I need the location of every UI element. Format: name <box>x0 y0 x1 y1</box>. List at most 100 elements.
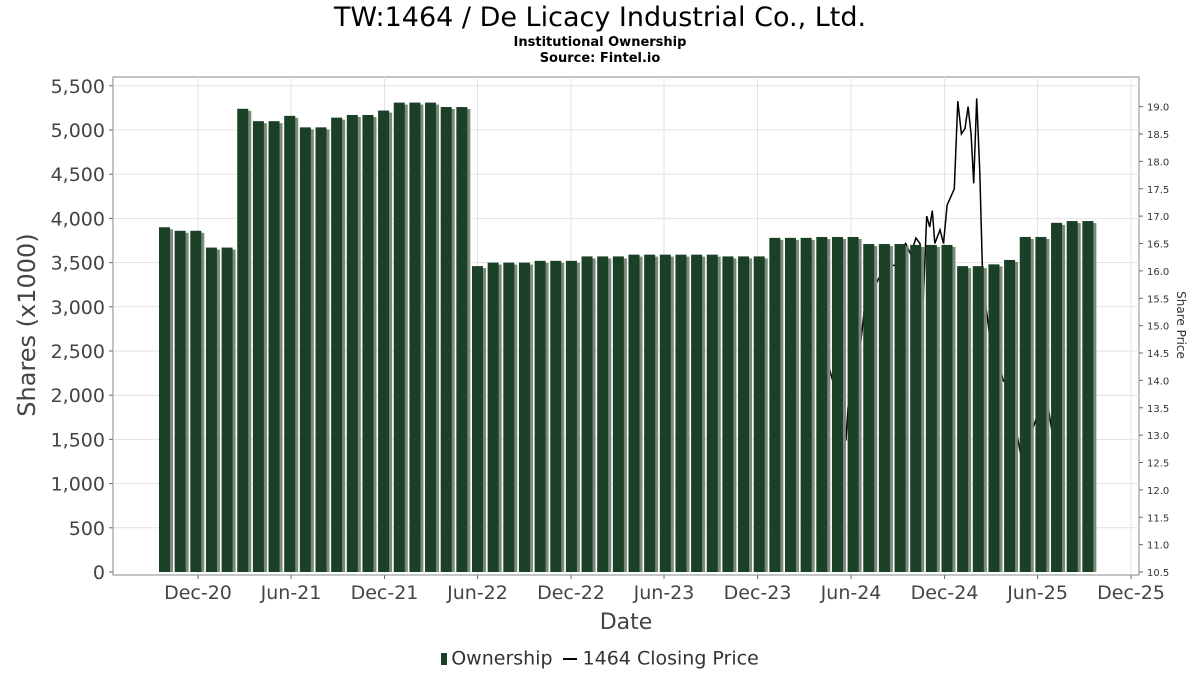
ownership-bar <box>706 254 718 573</box>
chart-subtitle: Institutional Ownership <box>513 35 687 50</box>
x-tick-label: Dec-22 <box>537 582 605 604</box>
x-tick-label: Jun-24 <box>820 582 882 604</box>
ownership-bar <box>299 127 311 573</box>
x-tick-label: Jun-21 <box>260 582 322 604</box>
y-axis-label: Shares (x1000) <box>13 233 41 416</box>
legend-ownership-label: Ownership <box>451 647 553 670</box>
y2-tick-label: 15.0 <box>1147 322 1169 333</box>
x-tick-label: Dec-21 <box>351 582 419 604</box>
x-axis: Dec-20 Jun-21 Dec-21 Jun-22 Dec-22 Jun-23 Dec-… <box>164 575 1165 604</box>
ownership-bar <box>831 236 843 573</box>
ownership-bar <box>1082 221 1094 572</box>
y2-tick-label: 11.0 <box>1147 541 1169 552</box>
y-tick-label: 5,000 <box>51 120 105 142</box>
y-tick-label: 1,500 <box>51 429 105 451</box>
y2-tick-label: 16.0 <box>1147 267 1169 278</box>
chart-source: Source: Fintel.io <box>539 51 661 66</box>
ownership-bar <box>487 262 499 572</box>
legend-ownership-swatch <box>441 652 448 665</box>
ownership-bar <box>1051 222 1063 572</box>
y-tick-label: 4,000 <box>51 208 105 230</box>
x-tick-label: Jun-25 <box>1006 582 1068 604</box>
y2-tick-label: 14.5 <box>1147 349 1169 360</box>
ownership-bar <box>174 230 186 572</box>
ownership-bar <box>925 244 937 573</box>
x-axis-label: Date <box>600 610 653 635</box>
ownership-bar <box>612 256 624 572</box>
ownership-bar <box>1004 259 1016 572</box>
ownership-bar <box>863 244 875 572</box>
y2-tick-label: 10.5 <box>1147 568 1169 579</box>
ownership-bar <box>503 262 515 572</box>
ownership-bar <box>518 262 530 572</box>
ownership-bar <box>769 237 781 572</box>
ownership-bar <box>597 256 609 572</box>
ownership-bar <box>659 254 671 573</box>
ownership-bar <box>284 115 296 572</box>
ownership-bar <box>331 117 343 573</box>
y2-axis-label: Share Price <box>1174 291 1188 359</box>
y2-tick-label: 17.5 <box>1147 185 1169 196</box>
x-tick-label: Dec-20 <box>164 582 232 604</box>
ownership-bar <box>894 244 906 572</box>
ownership-bar <box>190 230 202 572</box>
ownership-bar <box>785 237 796 572</box>
ownership-bar <box>1019 236 1031 573</box>
ownership-bar <box>972 266 984 572</box>
y2-tick-label: 14.0 <box>1147 376 1169 387</box>
x-tick-label: Jun-23 <box>633 582 695 604</box>
ownership-bar <box>628 254 640 573</box>
y2-tick-label: 12.5 <box>1147 459 1169 470</box>
y-tick-label: 0 <box>93 562 105 584</box>
y2-tick-label: 13.5 <box>1147 404 1169 415</box>
ownership-bar <box>816 236 828 573</box>
y2-tick-label: 16.5 <box>1147 240 1169 251</box>
ownership-bar <box>362 114 374 573</box>
y2-tick-label: 15.5 <box>1147 294 1169 305</box>
ownership-bar <box>315 127 327 573</box>
ownership-bar <box>425 102 437 572</box>
ownership-bar <box>581 256 593 572</box>
ownership-bar <box>847 236 859 573</box>
x-tick-label: Dec-25 <box>1097 582 1165 604</box>
ownership-bar <box>237 108 249 572</box>
ownership-bar <box>1035 236 1047 573</box>
ownership-bar <box>456 107 468 573</box>
ownership-bar <box>988 264 1000 572</box>
x-tick-label: Dec-24 <box>911 582 979 604</box>
y2-tick-label: 19.0 <box>1147 103 1169 114</box>
ownership-bar <box>800 237 812 572</box>
legend-price-swatch <box>562 657 577 660</box>
ownership-bar <box>753 256 765 572</box>
y2-tick-label: 12.0 <box>1147 486 1169 497</box>
y-tick-label: 3,000 <box>51 297 105 319</box>
legend-price-label: 1464 Closing Price <box>582 647 759 670</box>
x-tick-label: Jun-22 <box>446 582 508 604</box>
y-tick-label: 500 <box>69 518 105 540</box>
y2-axis: 10.5 11.0 11.5 12.0 12.5 13.0 13.5 14.0 14.5 15.0… <box>1139 103 1169 579</box>
ownership-bar <box>205 247 217 572</box>
ownership-bar <box>378 110 390 572</box>
y2-tick-label: 13.0 <box>1147 431 1169 442</box>
ownership-bar <box>1066 221 1078 572</box>
chart-title: TW:1464 / De Licacy Industrial Co., Ltd. <box>333 2 867 33</box>
ownership-bar <box>675 254 687 573</box>
ownership-bar <box>440 107 452 573</box>
ownership-bar <box>565 260 577 572</box>
y2-tick-label: 18.5 <box>1147 130 1169 141</box>
y-tick-label: 3,500 <box>51 253 105 275</box>
y-axis: 0 500 1,000 1,500 2,000 2,500 3,000 3,500 4,000 4… <box>51 76 113 584</box>
y2-tick-label: 17.0 <box>1147 212 1169 223</box>
ownership-bar <box>268 121 280 572</box>
ownership-bar <box>957 266 969 572</box>
y-tick-label: 4,500 <box>51 164 105 186</box>
ownership-bar <box>550 260 562 572</box>
ownership-bars <box>159 102 1097 573</box>
legend: Ownership 1464 Closing Price <box>0 647 1200 670</box>
ownership-bar <box>534 260 546 572</box>
ownership-bar <box>738 256 750 572</box>
ownership-bar <box>644 254 656 573</box>
y-tick-label: 2,500 <box>51 341 105 363</box>
ownership-bar <box>910 244 922 573</box>
